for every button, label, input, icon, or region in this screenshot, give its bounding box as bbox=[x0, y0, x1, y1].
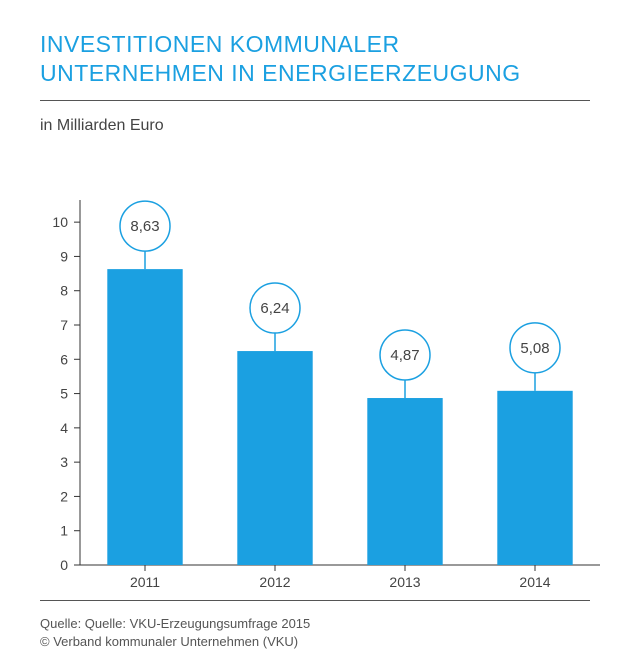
y-tick-label: 1 bbox=[60, 522, 68, 538]
y-tick-label: 0 bbox=[60, 557, 68, 573]
y-tick-label: 2 bbox=[60, 488, 68, 504]
value-label: 8,63 bbox=[130, 218, 159, 235]
title-line-1: INVESTITIONEN KOMMUNALER bbox=[40, 31, 400, 57]
x-tick-label: 2014 bbox=[519, 574, 550, 590]
value-label: 4,87 bbox=[390, 347, 419, 364]
y-tick-label: 10 bbox=[52, 214, 68, 230]
bar-chart: 0 1 2 3 4 5 6 7 8 9 10 2011 8,63 2012 6,24 2013 4,87 2014… bbox=[40, 145, 590, 600]
footer-rule bbox=[40, 600, 590, 601]
y-tick-label: 3 bbox=[60, 454, 68, 470]
value-label: 5,08 bbox=[520, 339, 549, 356]
bar-chart-svg: 0 1 2 3 4 5 6 7 8 9 10 2011 8,63 2012 6,24 2013 4,87 2014… bbox=[40, 145, 610, 595]
bar bbox=[367, 398, 442, 565]
source-line-1: Quelle: Quelle: VKU-Erzeugungsumfrage 20… bbox=[40, 615, 590, 633]
x-tick-label: 2011 bbox=[130, 574, 160, 590]
title-line-2: UNTERNEHMEN IN ENERGIEERZEUGUNG bbox=[40, 60, 521, 86]
source-line-2: © Verband kommunaler Unternehmen (VKU) bbox=[40, 633, 590, 651]
bar bbox=[237, 351, 312, 565]
value-label: 6,24 bbox=[260, 300, 289, 317]
chart-card: INVESTITIONEN KOMMUNALER UNTERNEHMEN IN … bbox=[0, 0, 630, 628]
y-tick-label: 6 bbox=[60, 351, 68, 367]
y-tick-label: 5 bbox=[60, 385, 68, 401]
y-tick-label: 8 bbox=[60, 282, 68, 298]
x-tick-label: 2013 bbox=[389, 574, 420, 590]
y-tick-label: 7 bbox=[60, 317, 68, 333]
chart-title: INVESTITIONEN KOMMUNALER UNTERNEHMEN IN … bbox=[40, 30, 590, 88]
y-tick-label: 4 bbox=[60, 419, 68, 435]
chart-footer: Quelle: Quelle: VKU-Erzeugungsumfrage 20… bbox=[40, 615, 590, 651]
x-tick-label: 2012 bbox=[259, 574, 290, 590]
bar bbox=[107, 269, 182, 565]
title-rule bbox=[40, 100, 590, 101]
y-tick-label: 9 bbox=[60, 248, 68, 264]
chart-subtitle: in Milliarden Euro bbox=[40, 117, 590, 135]
bar bbox=[497, 390, 572, 564]
